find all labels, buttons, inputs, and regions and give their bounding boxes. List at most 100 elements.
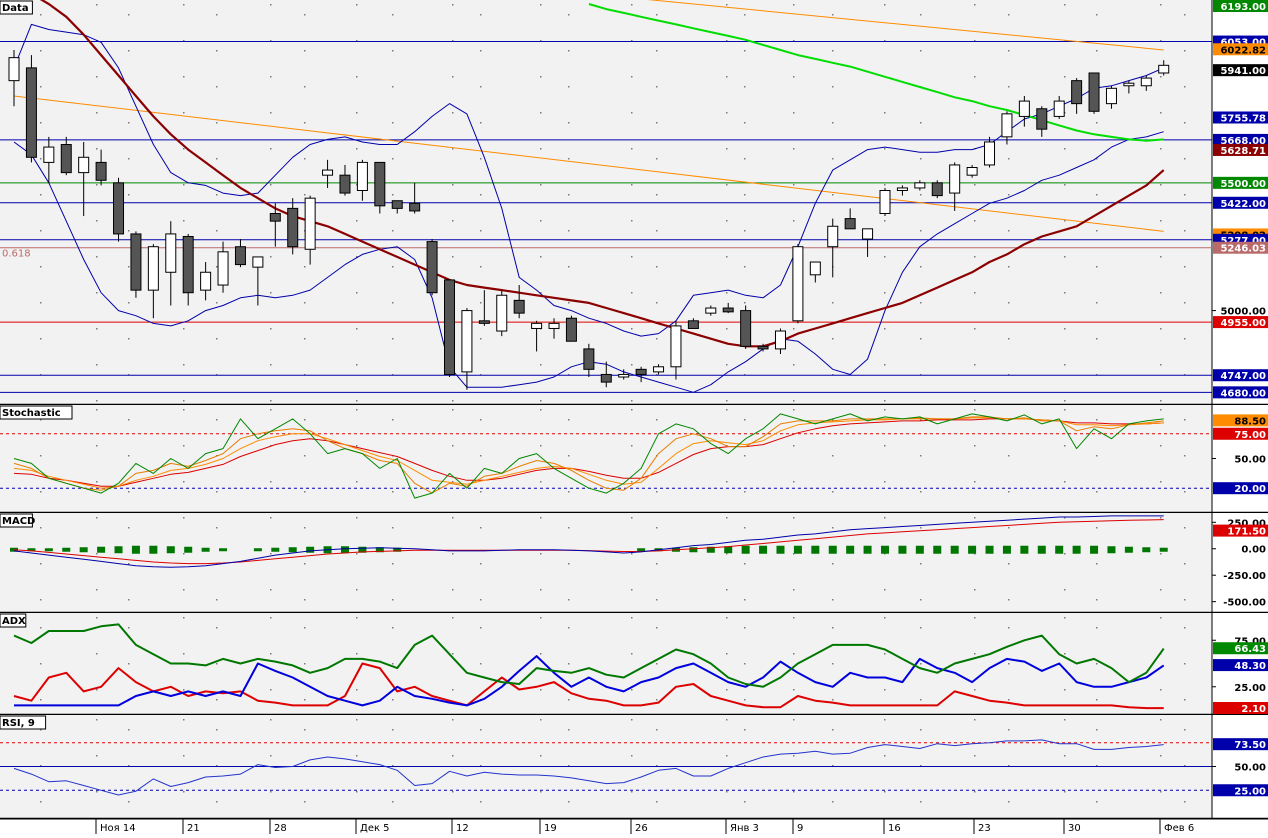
candle-body[interactable] [931,182,943,197]
candle-body[interactable] [896,187,908,192]
candle-body[interactable] [966,167,978,176]
candle-body[interactable] [444,279,455,375]
grid-dot [540,364,542,366]
candle-body[interactable] [391,200,403,209]
candle-body[interactable] [618,373,630,378]
candle-body[interactable] [949,164,961,194]
candle-body[interactable] [147,246,159,291]
candle-body[interactable] [809,261,821,276]
candle-body[interactable] [165,233,177,273]
candle-body[interactable] [304,197,316,250]
candle-body[interactable] [1071,80,1083,105]
candle-body[interactable] [374,161,386,207]
grid-dot [304,14,306,16]
candle-body[interactable] [1123,82,1135,87]
candle-body[interactable] [496,294,508,332]
candle-body[interactable] [8,57,20,82]
candle-body[interactable] [1158,64,1170,74]
candle-body[interactable] [78,156,90,174]
candle-body[interactable] [792,246,804,322]
grid-dot [96,589,98,591]
candle-body[interactable] [722,307,734,313]
grid-dot [974,76,976,78]
grid-dot [356,755,358,757]
candle-body[interactable] [635,368,647,375]
candle-body[interactable] [984,141,996,166]
axis-label: -250.00 [1223,571,1266,582]
price-plot-area[interactable] [0,0,1212,404]
candle-body[interactable] [1088,72,1100,112]
grid-dot [356,76,358,78]
candle-body[interactable] [1140,77,1152,87]
candle-body[interactable] [1018,100,1030,117]
candle-body[interactable] [339,174,351,194]
candle-body[interactable] [687,320,699,329]
candle-body[interactable] [60,144,72,174]
candle-body[interactable] [200,271,212,291]
candle-body[interactable] [1053,100,1065,117]
candle-body[interactable] [600,373,612,383]
candle-body[interactable] [548,322,560,329]
grid-dot [726,755,728,757]
grid-dot [832,801,834,803]
rsi-panel[interactable]: RSI, 9 73.50 50.00 25.00 [0,715,1268,820]
x-tick-label: Ноя 14 [100,823,136,834]
candle-body[interactable] [1105,87,1117,105]
candle-body[interactable] [287,207,299,248]
x-tick-label: 16 [888,823,901,834]
candle-body[interactable] [461,310,473,373]
candle-body[interactable] [705,307,717,314]
candle-body[interactable] [217,251,229,286]
candle-body[interactable] [409,202,421,212]
stochastic-plot-area[interactable] [0,405,1212,512]
candle-body[interactable] [269,212,281,222]
candle-body[interactable] [130,233,142,291]
candle-body[interactable] [95,161,107,181]
candle-body[interactable] [252,256,264,268]
adx-plot-area[interactable] [0,613,1212,714]
candle-body[interactable] [740,310,752,347]
macd-histogram-bar [114,546,123,554]
candle-body[interactable] [426,241,438,294]
candle-body[interactable] [757,345,769,350]
grid-dot [480,86,482,88]
candle-body[interactable] [914,182,926,189]
candle-body[interactable] [774,330,786,350]
candle-body[interactable] [653,366,665,373]
candle-body[interactable] [356,161,368,192]
candle-body[interactable] [565,317,577,342]
candle-body[interactable] [1001,113,1013,138]
candle-body[interactable] [513,299,525,314]
grid-dot [1184,527,1186,529]
candle-body[interactable] [844,218,856,230]
candle-body[interactable] [113,182,125,235]
candle-body[interactable] [670,325,682,368]
candle-body[interactable] [234,246,246,266]
candle-body[interactable] [322,169,334,176]
candle-body[interactable] [43,146,55,163]
candle-body[interactable] [531,322,543,329]
candle-body[interactable] [182,235,194,294]
grid-dot [793,755,795,757]
candle-body[interactable] [478,320,490,324]
stochastic-panel[interactable]: Stochastic 88.50 75.00 50.00 20.00 [0,405,1268,514]
macd-histogram-bar [863,545,872,554]
candle-body[interactable] [862,228,874,240]
candle-body[interactable] [879,190,891,214]
candle-body[interactable] [25,67,37,158]
candle-body[interactable] [827,225,839,248]
macd-histogram-bar [968,545,977,554]
grid-dot [452,184,454,186]
grid-dot [631,553,633,555]
macd-plot-area[interactable] [0,513,1212,612]
candle-body[interactable] [1036,108,1048,130]
grid-dot [1008,699,1010,701]
candle-body[interactable] [583,348,595,370]
grid-dot [1096,491,1098,493]
grid-dot [631,364,633,366]
